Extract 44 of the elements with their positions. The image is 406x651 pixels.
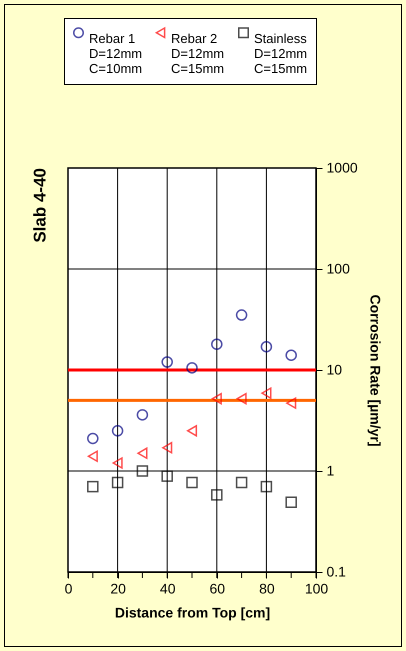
y-tick-label: 0.1 [326, 564, 346, 580]
point [285, 350, 297, 361]
x-tick-label: 100 [304, 580, 328, 596]
point [186, 425, 198, 437]
legend-label: Rebar 1 D=12mm C=10mm [89, 30, 142, 76]
legend-label: Rebar 2 D=12mm C=15mm [171, 30, 224, 76]
point [186, 476, 198, 488]
text: Slab 4-40 [30, 168, 50, 243]
x-tick-label: 80 [259, 580, 275, 596]
point [161, 470, 173, 482]
point [286, 397, 296, 409]
point [112, 425, 124, 437]
point [285, 496, 297, 508]
x-tick-label: 60 [210, 580, 226, 596]
point [236, 309, 248, 321]
y-tick-label: 1 [326, 462, 334, 478]
legend-label: Stainless D=12mm C=15mm [254, 30, 308, 76]
point [260, 340, 272, 352]
x-tick-label: 40 [160, 580, 176, 596]
x-axis-title: Distance from Top [cm] [114, 604, 270, 620]
point [137, 447, 148, 459]
point [136, 465, 148, 477]
point [211, 338, 223, 350]
point [87, 432, 99, 444]
point [261, 387, 272, 399]
point [87, 480, 99, 492]
point [186, 362, 198, 374]
x-tick-label: 0 [64, 580, 73, 596]
point [112, 476, 124, 488]
point [260, 480, 272, 492]
point [88, 450, 98, 462]
x-tick-label: 20 [110, 580, 126, 596]
point [236, 392, 247, 404]
point [112, 457, 123, 469]
point [136, 409, 148, 421]
y-tick-label: 10 [326, 362, 342, 378]
y-tick-label: 1000 [326, 160, 358, 176]
y-axis-title: Corrosion Rate [µm/yr] [368, 294, 384, 446]
point [162, 442, 172, 454]
point [161, 356, 173, 368]
point [236, 476, 248, 488]
y-tick-label: 100 [326, 260, 350, 276]
point [212, 392, 222, 404]
point [211, 489, 223, 501]
